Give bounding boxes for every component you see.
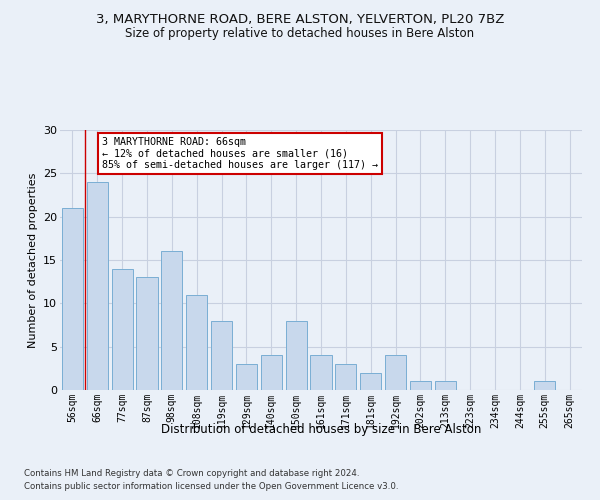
Bar (335, 364, 356, 390)
Bar (87, 182, 108, 390)
Bar (435, 382, 456, 390)
Bar (261, 356, 282, 390)
Text: Contains HM Land Registry data © Crown copyright and database right 2024.: Contains HM Land Registry data © Crown c… (24, 468, 359, 477)
Bar (286, 320, 307, 390)
Bar (211, 320, 232, 390)
Bar (534, 382, 555, 390)
Bar (360, 372, 381, 390)
Bar (112, 268, 133, 390)
Text: Contains public sector information licensed under the Open Government Licence v3: Contains public sector information licen… (24, 482, 398, 491)
Text: 3, MARYTHORNE ROAD, BERE ALSTON, YELVERTON, PL20 7BZ: 3, MARYTHORNE ROAD, BERE ALSTON, YELVERT… (96, 12, 504, 26)
Y-axis label: Number of detached properties: Number of detached properties (28, 172, 38, 348)
Bar (186, 294, 207, 390)
Bar (310, 356, 332, 390)
Text: Distribution of detached houses by size in Bere Alston: Distribution of detached houses by size … (161, 422, 481, 436)
Bar (161, 252, 182, 390)
Text: 3 MARYTHORNE ROAD: 66sqm
← 12% of detached houses are smaller (16)
85% of semi-d: 3 MARYTHORNE ROAD: 66sqm ← 12% of detach… (102, 137, 378, 170)
Bar (410, 382, 431, 390)
Text: Size of property relative to detached houses in Bere Alston: Size of property relative to detached ho… (125, 28, 475, 40)
Bar (385, 356, 406, 390)
Bar (62, 208, 83, 390)
Bar (236, 364, 257, 390)
Bar (136, 278, 158, 390)
